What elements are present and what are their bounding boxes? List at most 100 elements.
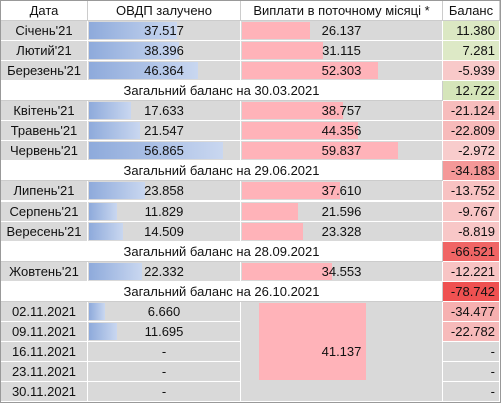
cell-text: Квітень'21 [13, 103, 75, 119]
ovdp-cell: 37.517 [88, 21, 241, 42]
data-bar [259, 302, 367, 380]
cell-text: -34.183 [450, 163, 495, 179]
balance-cell: -8.819 [443, 221, 500, 242]
balance-cell: -22.782 [443, 321, 500, 342]
date-cell: Квітень'21 [1, 101, 88, 122]
balance-cell: -78.742 [443, 281, 500, 302]
data-bar [242, 102, 344, 120]
cell-text: 26.137 [321, 23, 362, 39]
balance-cell: 7.281 [443, 41, 500, 62]
cell-text: - [490, 363, 495, 379]
cell-text: 7.281 [462, 43, 495, 59]
payments-cell: 26.137 [241, 21, 443, 42]
cell-text: 56.865 [144, 143, 184, 159]
balance-cell: -34.183 [443, 161, 500, 182]
date-cell: Червень'21 [1, 141, 88, 162]
cell-text: -22.782 [450, 323, 495, 339]
cell-text: 37.517 [144, 23, 184, 39]
cell-text: Серпень'21 [9, 203, 79, 219]
data-bar [89, 42, 180, 60]
payments-cell: 31.115 [241, 41, 443, 62]
cell-text: 02.11.2021 [11, 303, 77, 319]
cell-text: -22.809 [450, 123, 495, 139]
cell-text: - [490, 383, 495, 399]
cell-text: Загальний баланс на 29.06.2021 [123, 163, 320, 179]
data-bar [242, 182, 341, 200]
ovdp-cell: - [88, 341, 241, 362]
cell-text: -8.819 [458, 223, 495, 239]
cell-text: Січень'21 [15, 23, 73, 39]
data-bar [242, 142, 398, 160]
data-bar [89, 182, 146, 200]
cell-text: Жовтень'21 [9, 263, 79, 279]
cell-text: 11.829 [144, 203, 184, 219]
date-cell: Березень'21 [1, 61, 88, 82]
ovdp-cell: - [88, 381, 241, 402]
balance-cell: -22.809 [443, 121, 500, 142]
cell-text: - [161, 363, 167, 379]
payments-merged: 41.137 [241, 301, 443, 402]
date-cell: Липень'21 [1, 181, 88, 202]
cell-text: -5.939 [458, 63, 495, 79]
cell-text: 46.364 [144, 63, 184, 79]
data-bar [89, 62, 199, 80]
cell-text: 31.115 [322, 43, 361, 59]
date-cell: Вересень'21 [1, 221, 88, 242]
cell-text: 41.137 [321, 343, 362, 359]
ovdp-cell: 11.695 [88, 321, 241, 342]
cell-text: Загальний баланс на 30.03.2021 [123, 83, 320, 99]
ovdp-cell: 17.633 [88, 101, 241, 122]
ovdp-cell: 22.332 [88, 261, 241, 282]
ovdp-cell: - [88, 361, 241, 382]
summary-label: Загальний баланс на 28.09.2021 [1, 241, 443, 262]
cell-text: Травень'21 [10, 123, 78, 139]
cell-text: 6.660 [147, 303, 181, 319]
cell-text: -34.477 [450, 303, 495, 319]
header-cell: Баланс [443, 1, 500, 22]
balance-cell: -12.221 [443, 261, 500, 282]
balance-cell: - [443, 381, 500, 402]
balance-cell: - [443, 361, 500, 382]
data-bar [89, 142, 223, 160]
cell-text: Липень'21 [13, 183, 75, 199]
balance-cell: -66.521 [443, 241, 500, 262]
header-cell: ОВДП залучено [88, 1, 241, 22]
payments-cell: 38.757 [241, 101, 443, 122]
cell-text: 23.858 [144, 183, 184, 199]
payments-cell: 23.328 [241, 221, 443, 242]
cell-text: Лютий'21 [16, 43, 72, 59]
balance-cell: -21.124 [443, 101, 500, 122]
date-cell: Лютий'21 [1, 41, 88, 62]
data-bar [242, 42, 324, 60]
ovdp-cell: 38.396 [88, 41, 241, 62]
header-cell: Виплати в поточному місяці * [241, 1, 443, 22]
date-cell: 02.11.2021 [1, 301, 88, 322]
balance-cell: -34.477 [443, 301, 500, 322]
data-bar [242, 222, 303, 240]
summary-label: Загальний баланс на 30.03.2021 [1, 81, 443, 102]
data-bar [242, 62, 379, 80]
data-bar [89, 222, 124, 240]
summary-label: Загальний баланс на 29.06.2021 [1, 161, 443, 182]
date-cell: 30.11.2021 [1, 381, 88, 402]
cell-text: -9.767 [458, 203, 495, 219]
data-bar [89, 322, 117, 340]
cell-text: 52.303 [321, 63, 362, 79]
cell-text: 38.757 [321, 103, 362, 119]
date-cell: Січень'21 [1, 21, 88, 42]
ovdp-cell: 11.829 [88, 201, 241, 222]
summary-label: Загальний баланс на 26.10.2021 [1, 281, 443, 302]
header-cell: Дата [1, 1, 88, 22]
date-cell: Травень'21 [1, 121, 88, 142]
cell-text: 23.11.2021 [11, 363, 77, 379]
data-bar [89, 102, 131, 120]
payments-cell: 59.837 [241, 141, 443, 162]
cell-text: 22.332 [144, 263, 184, 279]
cell-text: 17.633 [144, 103, 184, 119]
ovdp-cell: 23.858 [88, 181, 241, 202]
date-cell: Серпень'21 [1, 201, 88, 222]
cell-text: - [161, 343, 167, 359]
data-bar [89, 122, 140, 140]
cell-text: 30.11.2021 [11, 383, 77, 399]
